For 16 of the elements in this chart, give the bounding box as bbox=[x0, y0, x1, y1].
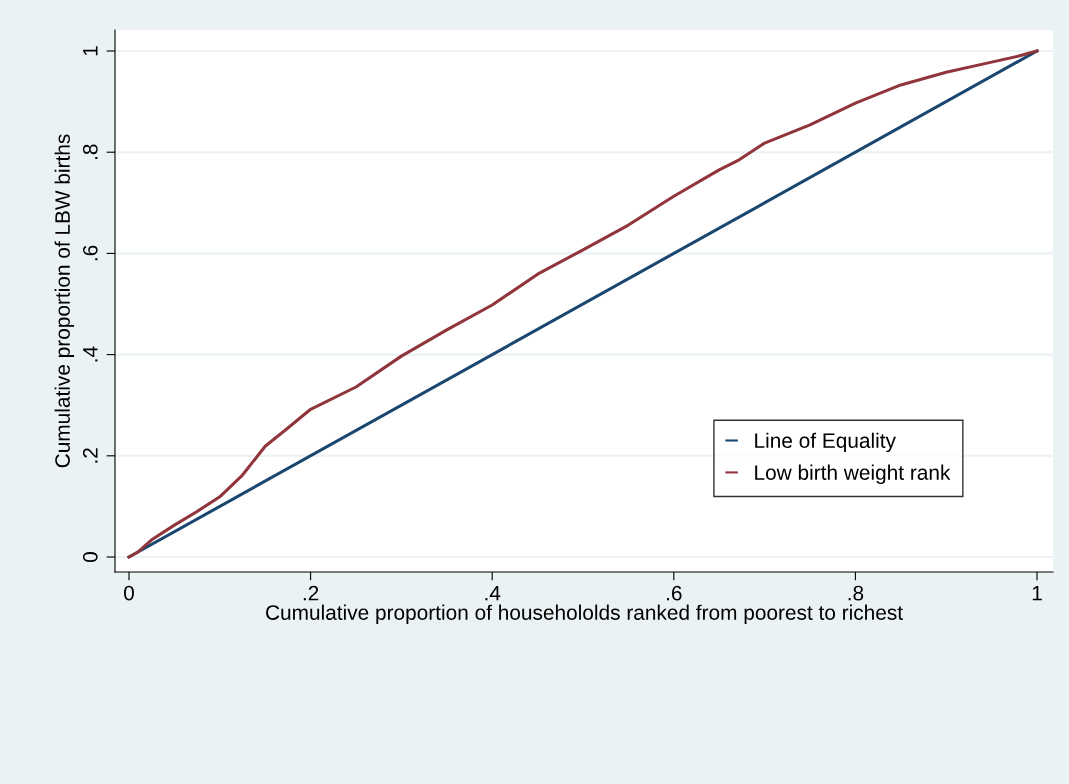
y-tick-label: .2 bbox=[82, 448, 98, 463]
x-tick-label: .6 bbox=[667, 585, 682, 601]
x-axis-title: Cumulative proportion of househololds ranked from poorest to richest bbox=[266, 604, 903, 625]
legend-label: Low birth weight rank bbox=[755, 464, 951, 485]
x-tick-label: .2 bbox=[303, 585, 319, 601]
x-tick-label: .8 bbox=[848, 585, 864, 601]
y-tick-label: .8 bbox=[82, 144, 98, 159]
legend-label: Line of Equality bbox=[755, 432, 896, 453]
y-tick-label: 0 bbox=[82, 552, 98, 562]
y-axis-title: Cumulative proportion of LBW births bbox=[54, 134, 75, 468]
x-tick-label: .4 bbox=[485, 585, 501, 601]
x-tick-label: 1 bbox=[1032, 585, 1042, 601]
y-tick-label: 1 bbox=[83, 46, 98, 56]
y-tick-label: .6 bbox=[82, 245, 98, 261]
x-tick-label: 0 bbox=[124, 585, 134, 601]
y-tick-label: .4 bbox=[83, 346, 98, 362]
